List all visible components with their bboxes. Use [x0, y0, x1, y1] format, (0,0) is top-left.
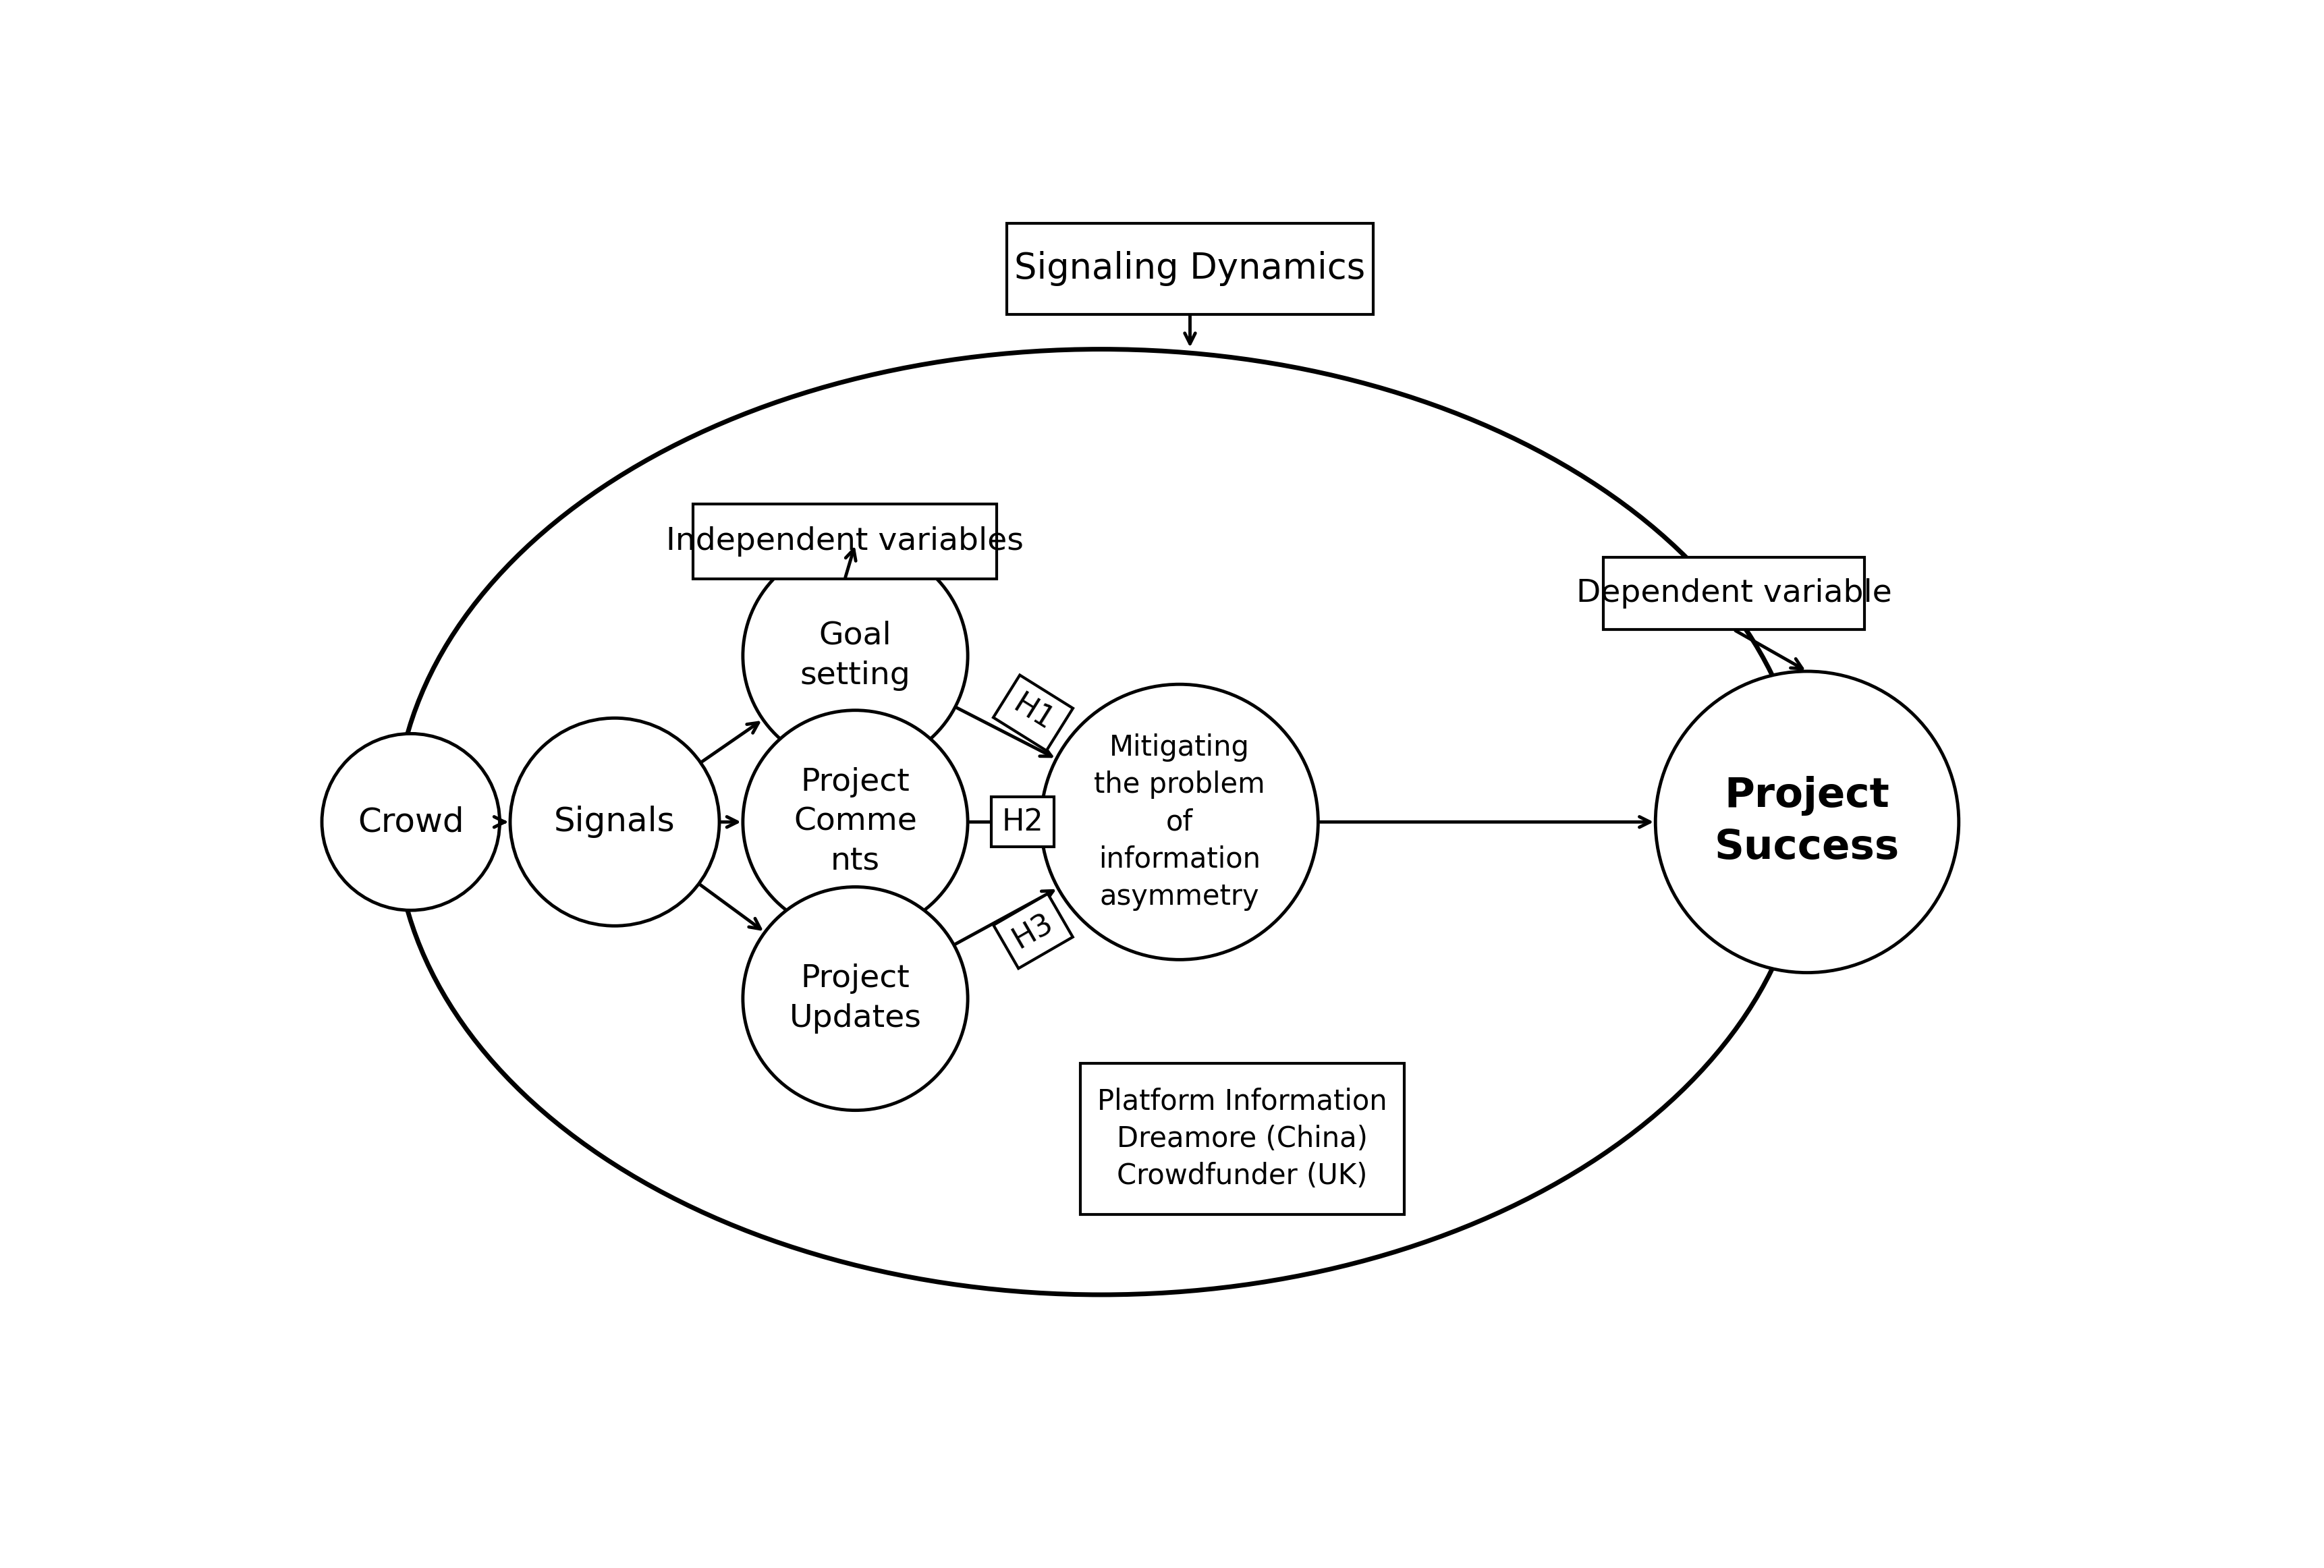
Text: Signaling Dynamics: Signaling Dynamics [1016, 251, 1367, 287]
FancyBboxPatch shape [1604, 557, 1864, 630]
Text: H1: H1 [1009, 690, 1057, 737]
Circle shape [744, 887, 967, 1110]
Text: Project
Success: Project Success [1715, 776, 1899, 869]
Text: Independent variables: Independent variables [667, 527, 1023, 557]
Circle shape [323, 734, 500, 911]
Text: Crowd: Crowd [358, 806, 465, 839]
Circle shape [1041, 684, 1318, 960]
Circle shape [744, 544, 967, 767]
Circle shape [744, 710, 967, 933]
FancyBboxPatch shape [1081, 1063, 1404, 1214]
Text: Project
Comme
nts: Project Comme nts [792, 767, 918, 877]
Text: Dependent variable: Dependent variable [1576, 579, 1892, 608]
Circle shape [511, 718, 720, 925]
Text: Mitigating
the problem
of
information
asymmetry: Mitigating the problem of information as… [1095, 734, 1264, 911]
Text: H2: H2 [1002, 808, 1043, 836]
Text: Goal
setting: Goal setting [799, 621, 911, 691]
FancyBboxPatch shape [693, 503, 997, 579]
Text: H3: H3 [1009, 908, 1057, 953]
Text: Platform Information
Dreamore (China)
Crowdfunder (UK): Platform Information Dreamore (China) Cr… [1097, 1088, 1387, 1190]
FancyBboxPatch shape [1006, 223, 1373, 314]
Circle shape [1655, 671, 1959, 972]
Text: Project
Updates: Project Updates [790, 963, 920, 1033]
Text: Signals: Signals [553, 806, 676, 839]
